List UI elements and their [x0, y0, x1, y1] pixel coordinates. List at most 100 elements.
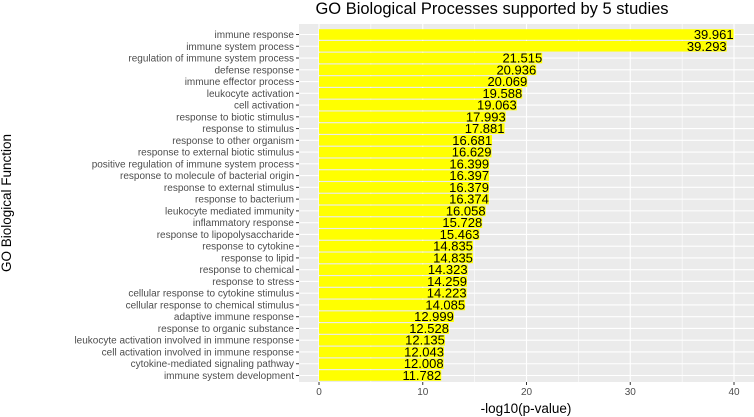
bar-value-label: 16.681 — [452, 133, 492, 148]
category-label: leukocyte mediated immunity — [165, 206, 294, 217]
bar-value-label: 17.881 — [465, 121, 505, 136]
bar — [319, 287, 467, 299]
bar — [319, 229, 480, 240]
category-label: immune system process — [186, 42, 294, 53]
x-tick-label: 40 — [728, 387, 740, 398]
bar-value-label: 16.374 — [449, 192, 489, 207]
bar-value-label: 16.399 — [449, 156, 489, 171]
category-label: response to stress — [212, 277, 294, 288]
category-label: response to chemical — [200, 265, 295, 276]
bar-value-label: 15.463 — [440, 227, 480, 242]
category-label: response to external stimulus — [164, 183, 294, 194]
bar-value-label: 14.085 — [425, 297, 465, 312]
category-label: positive regulation of immune system pro… — [92, 159, 294, 170]
bar — [319, 135, 493, 146]
category-label: response to other organism — [172, 136, 294, 147]
category-label: response to molecule of bacterial origin — [120, 171, 294, 182]
bar — [319, 52, 543, 64]
bar — [319, 111, 506, 123]
bar-value-label: 19.588 — [482, 86, 522, 101]
bar — [319, 299, 466, 311]
bar — [319, 370, 442, 381]
bar — [319, 311, 454, 322]
category-label: response to external biotic stimulus — [138, 148, 294, 159]
category-label: response to lipid — [221, 253, 294, 264]
bar-value-label: 20.069 — [487, 74, 527, 89]
bar — [319, 193, 489, 205]
bar-value-label: 12.135 — [405, 333, 445, 348]
category-label: cell activation — [234, 101, 294, 112]
bar-value-label: 16.058 — [446, 203, 486, 218]
bar-value-label: 12.043 — [404, 344, 444, 359]
bar-value-label: 39.293 — [687, 39, 727, 54]
bar — [319, 146, 492, 158]
category-label: defense response — [214, 65, 294, 76]
bar — [319, 76, 528, 87]
bar — [319, 182, 489, 193]
bar — [319, 358, 444, 370]
category-label: cellular response to chemical stimulus — [126, 300, 294, 311]
bar — [319, 99, 517, 111]
bars — [319, 29, 734, 381]
category-label: response to organic substance — [158, 324, 295, 335]
bar-value-label: 21.515 — [502, 51, 542, 66]
bar — [319, 323, 449, 334]
category-label: inflammatory response — [193, 218, 295, 229]
category-label: response to stimulus — [202, 124, 294, 135]
bar-value-label: 12.008 — [404, 356, 444, 371]
bar-value-label: 14.835 — [433, 250, 473, 265]
bar — [319, 252, 473, 264]
bar — [319, 170, 490, 181]
bar — [319, 158, 490, 170]
bar-value-label: 19.063 — [477, 98, 517, 113]
x-axis-title: -log10(p-value) — [481, 401, 572, 416]
bar-value-label: 16.397 — [449, 168, 489, 183]
bar-value-label: 12.528 — [409, 321, 449, 336]
category-label: response to lipopolysaccharide — [157, 230, 295, 241]
x-axis: 0 10 20 30 40 — [316, 382, 740, 398]
bar-value-label: 14.323 — [428, 262, 468, 277]
category-label: immune system development — [164, 371, 294, 382]
bar-value-label: 14.259 — [427, 274, 467, 289]
category-label: leukocyte activation involved in immune … — [74, 336, 294, 347]
bar — [319, 264, 468, 275]
bar — [319, 40, 727, 52]
bar — [319, 217, 483, 228]
category-label: response to bacterium — [195, 195, 294, 206]
category-label: leukocyte activation — [207, 89, 294, 100]
bar — [319, 29, 734, 40]
category-label: cellular response to cytokine stimulus — [128, 289, 294, 300]
category-label: regulation of immune system process — [128, 54, 294, 65]
x-tick-label: 30 — [625, 387, 637, 398]
bar-value-label: 11.782 — [402, 368, 441, 383]
bar-value-label: 16.629 — [452, 145, 492, 160]
bar-value-label: 12.999 — [414, 309, 454, 324]
bar — [319, 276, 467, 287]
category-label: response to biotic stimulus — [176, 112, 294, 123]
x-tick-label: 0 — [316, 387, 322, 398]
y-axis-title: GO Biological Function — [0, 134, 14, 272]
bar — [319, 334, 445, 346]
chart-title: GO Biological Processes supported by 5 s… — [315, 0, 668, 18]
bar-value-label: 20.936 — [496, 62, 536, 77]
category-label: immune response — [215, 30, 295, 41]
category-label: adaptive immune response — [174, 312, 295, 323]
x-tick-label: 20 — [521, 387, 533, 398]
bar-value-label: 14.835 — [433, 239, 473, 254]
x-tick-label: 10 — [417, 387, 429, 398]
bar — [319, 240, 473, 252]
category-label: cell activation involved in immune respo… — [102, 347, 295, 358]
bar — [319, 346, 444, 358]
bar-value-label: 16.379 — [449, 180, 489, 195]
category-label: cytokine-mediated signaling pathway — [131, 359, 294, 370]
category-label: immune effector process — [185, 77, 294, 88]
bar — [319, 64, 537, 76]
bar — [319, 88, 523, 99]
bar — [319, 205, 486, 217]
category-label: response to cytokine — [202, 242, 294, 253]
bar — [319, 123, 505, 134]
bar-value-label: 15.728 — [442, 215, 482, 230]
